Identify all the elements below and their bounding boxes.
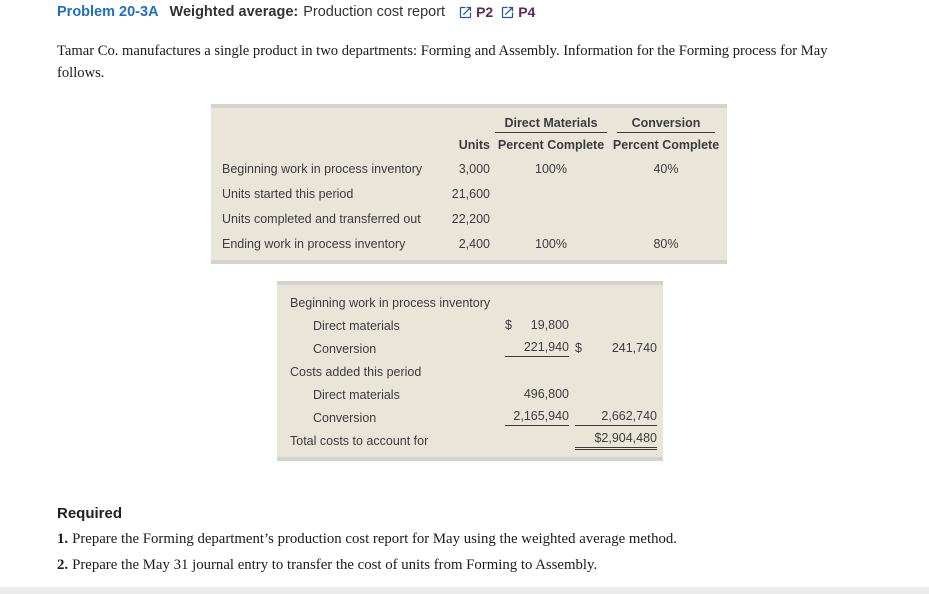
- table-row: Direct materials 496,800: [290, 383, 657, 406]
- problem-subtitle-bold: Weighted average:: [169, 4, 299, 20]
- problem-number: Problem 20-3A: [57, 4, 159, 20]
- column-header-percent-complete-conv: Percent Complete: [612, 137, 720, 152]
- row-label: Conversion: [313, 341, 377, 356]
- required-item-text: Prepare the Forming department’s product…: [72, 531, 677, 547]
- horizontal-scrollbar[interactable]: [0, 587, 929, 594]
- dm-percent-value: 100%: [535, 161, 567, 176]
- row-label: Ending work in process inventory: [222, 236, 406, 251]
- conv-percent-value: 40%: [653, 161, 679, 176]
- row-label: Direct materials: [313, 318, 400, 333]
- row-label: Beginning work in process inventory: [290, 295, 491, 310]
- table-row: Units started this period 21,600: [222, 181, 727, 206]
- amount-value: 241,740: [611, 340, 657, 355]
- row-label: Beginning work in process inventory: [222, 161, 423, 176]
- learning-objective-link-p2[interactable]: P2: [458, 4, 493, 20]
- row-label: Units started this period: [222, 186, 354, 201]
- group-header-row: Direct Materials Conversion: [222, 111, 727, 133]
- units-value: 22,200: [451, 211, 490, 226]
- row-label: Direct materials: [313, 387, 400, 402]
- row-label: Conversion: [313, 410, 377, 425]
- lo-tag-label: P2: [476, 4, 494, 20]
- row-label: Units completed and transferred out: [222, 211, 421, 226]
- table-top-border: [277, 281, 663, 285]
- units-value: 3,000: [458, 161, 490, 176]
- currency-symbol: $: [575, 340, 582, 355]
- required-heading: Required: [57, 505, 123, 522]
- required-section: Required 1. Prepare the Forming departmen…: [57, 505, 677, 574]
- costs-table: Beginning work in process inventory Dire…: [277, 281, 663, 461]
- costs-table-body: Beginning work in process inventory Dire…: [277, 285, 663, 457]
- table-row: Beginning work in process inventory: [290, 291, 657, 314]
- required-item-number: 2.: [57, 557, 69, 573]
- units-value: 21,600: [451, 186, 490, 201]
- row-label: Costs added this period: [290, 364, 422, 379]
- column-header-percent-complete-dm: Percent Complete: [497, 137, 605, 152]
- learning-objective-link-p4[interactable]: P4: [500, 4, 535, 20]
- amount-value: 221,940: [523, 340, 569, 354]
- required-item-number: 1.: [57, 531, 69, 547]
- problem-subtitle: Production cost report: [303, 4, 446, 20]
- column-header-units: Units: [458, 137, 490, 152]
- lo-tag-label: P4: [518, 4, 536, 20]
- amount-value: $2,904,480: [594, 431, 657, 445]
- table-row: Ending work in process inventory 2,400 1…: [222, 231, 727, 256]
- required-item-text: Prepare the May 31 journal entry to tran…: [72, 557, 598, 573]
- column-header-row: Units Percent Complete Percent Complete: [222, 133, 727, 156]
- required-item-2: 2. Prepare the May 31 journal entry to tr…: [57, 557, 677, 574]
- intro-text: Tamar Co. manufactures a single product …: [57, 43, 828, 81]
- external-link-icon: [500, 5, 515, 20]
- required-item-1: 1. Prepare the Forming department’s produ…: [57, 531, 677, 548]
- table-bottom-border: [211, 260, 727, 264]
- amount-value: 2,662,740: [601, 409, 657, 423]
- units-value: 2,400: [458, 236, 490, 251]
- table-row: Conversion 2,165,940 2,662,740: [290, 406, 657, 429]
- currency-symbol: $: [505, 317, 512, 332]
- problem-title: Problem 20-3A Weighted average: Producti…: [57, 4, 535, 20]
- row-label: Total costs to account for: [290, 433, 429, 448]
- table-row: Units completed and transferred out 22,2…: [222, 206, 727, 231]
- conv-percent-value: 80%: [653, 236, 679, 251]
- units-table-body: Direct Materials Conversion Units Percen…: [211, 108, 727, 260]
- units-table: Direct Materials Conversion Units Percen…: [211, 104, 727, 264]
- amount-value: 496,800: [523, 386, 569, 401]
- group-header-direct-materials: Direct Materials: [495, 116, 607, 133]
- external-link-icon: [458, 5, 473, 20]
- table-row: Direct materials $19,800: [290, 314, 657, 337]
- table-row: Total costs to account for $2,904,480: [290, 429, 657, 452]
- group-header-conversion: Conversion: [617, 116, 715, 133]
- table-bottom-border: [277, 457, 663, 461]
- table-row: Conversion 221,940 $241,740: [290, 337, 657, 360]
- table-row: Costs added this period: [290, 360, 657, 383]
- dm-percent-value: 100%: [535, 236, 567, 251]
- amount-value: 19,800: [530, 317, 569, 332]
- table-top-border: [211, 104, 727, 108]
- table-row: Beginning work in process inventory 3,00…: [222, 156, 727, 181]
- amount-value: 2,165,940: [513, 409, 569, 423]
